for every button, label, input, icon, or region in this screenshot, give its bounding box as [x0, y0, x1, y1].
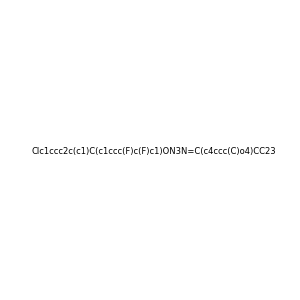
Text: Clc1ccc2c(c1)C(c1ccc(F)c(F)c1)ON3N=C(c4ccc(C)o4)CC23: Clc1ccc2c(c1)C(c1ccc(F)c(F)c1)ON3N=C(c4c… — [32, 147, 276, 156]
